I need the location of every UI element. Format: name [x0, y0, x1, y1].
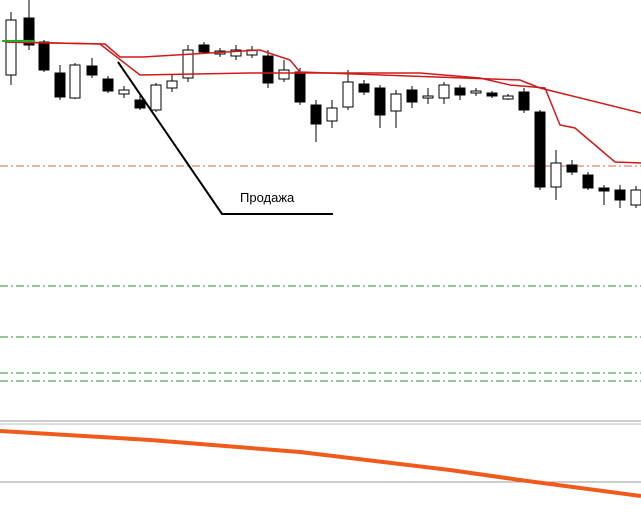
moving-average	[4, 41, 641, 114]
candle-body	[166, 80, 178, 89]
candle-body	[550, 162, 562, 188]
candle-body	[38, 41, 50, 71]
candle-body	[102, 78, 114, 92]
trend-line	[117, 61, 333, 215]
green-levels	[0, 285, 641, 382]
candle-body	[406, 89, 418, 103]
candle-body	[134, 99, 146, 109]
candle-body	[54, 72, 66, 98]
candle-body	[230, 49, 242, 57]
moving-average	[4, 41, 641, 164]
candle-body	[69, 64, 81, 99]
candle-body	[598, 187, 610, 192]
candle-body	[294, 71, 306, 103]
candle-body	[198, 44, 210, 53]
candle-body	[5, 19, 17, 76]
annotation: Продажа	[240, 190, 295, 205]
candle-body	[486, 92, 498, 97]
candle-body	[518, 91, 530, 111]
oscillator-line	[0, 429, 641, 498]
candle-body	[326, 107, 338, 122]
candle-body	[454, 87, 466, 96]
candle-body	[278, 69, 290, 80]
candle-body	[342, 81, 354, 108]
candle-body	[358, 83, 370, 93]
candle-body	[390, 93, 402, 112]
candle-body	[118, 89, 130, 95]
candle-body	[310, 104, 322, 125]
candle-body	[86, 65, 98, 76]
candles	[5, 0, 641, 208]
candle-body	[630, 189, 641, 206]
candle-body	[534, 111, 546, 188]
candle-body	[582, 174, 594, 189]
candle-body	[502, 95, 514, 100]
candle-body	[182, 49, 194, 79]
candle-body	[23, 17, 35, 46]
candle-body	[470, 90, 482, 94]
candle-body	[422, 95, 434, 99]
candle-body	[262, 55, 274, 84]
candle-body	[614, 189, 626, 201]
candle-body	[150, 84, 162, 111]
candle-body	[438, 84, 450, 99]
candle-body	[374, 87, 386, 116]
candle-body	[566, 164, 578, 173]
